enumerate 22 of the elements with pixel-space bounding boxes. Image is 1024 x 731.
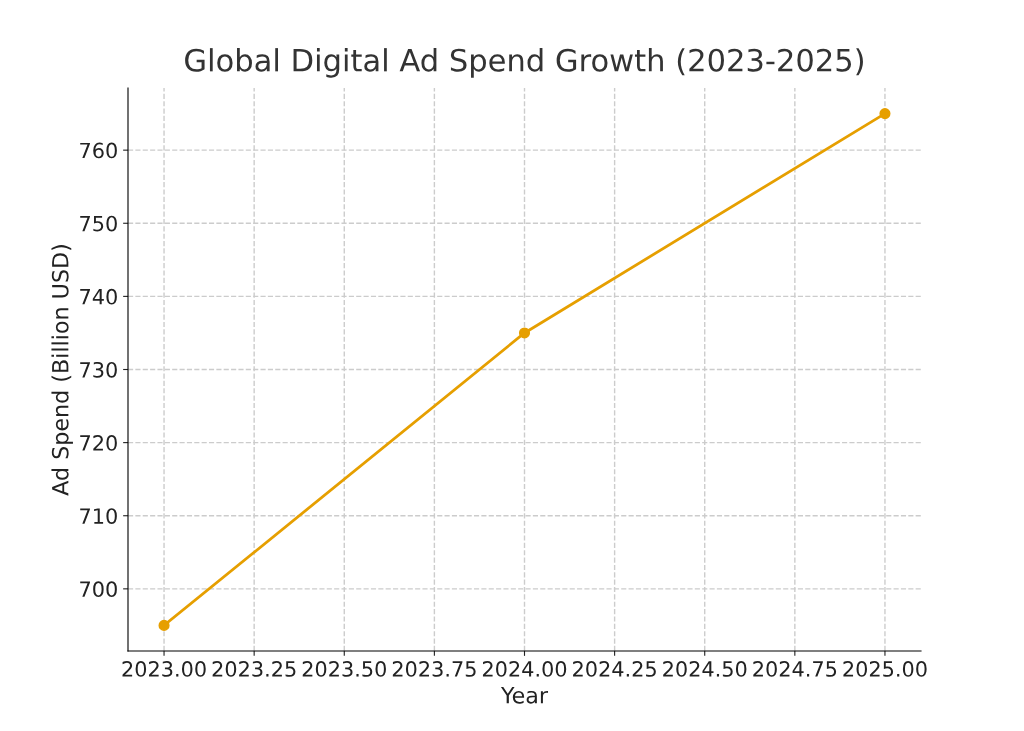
y-tick-label: 710: [80, 508, 117, 524]
chart-title: Global Digital Ad Spend Growth (2023-2025): [185, 48, 863, 78]
x-tick-label: 2023.50: [302, 661, 386, 677]
y-tick-label: 740: [80, 288, 117, 305]
point: [879, 108, 891, 120]
y-tick-label: 720: [80, 435, 117, 451]
point: [518, 327, 531, 339]
x-tick-label: 2023.00: [122, 661, 206, 677]
x-tick-label: 2023.75: [392, 661, 476, 677]
point: [158, 619, 170, 631]
x-tick-label: 2023.25: [212, 661, 296, 677]
y-axis-title: Ad Spend (Billion USD): [51, 245, 73, 496]
x-tick-label: 2024.75: [753, 661, 837, 677]
x-tick-label: 2024.50: [663, 661, 747, 677]
x-tick-label: 2025.00: [843, 661, 927, 677]
y-tick-label: 730: [80, 361, 117, 378]
y-tick-label: 700: [80, 581, 117, 598]
y-tick-label: 750: [80, 215, 117, 232]
x-axis-title: Year: [500, 687, 549, 704]
y-tick-label: 760: [80, 142, 117, 159]
x-tick-label: 2024.25: [573, 661, 656, 677]
x-tick-label: 2024.00: [482, 661, 567, 677]
